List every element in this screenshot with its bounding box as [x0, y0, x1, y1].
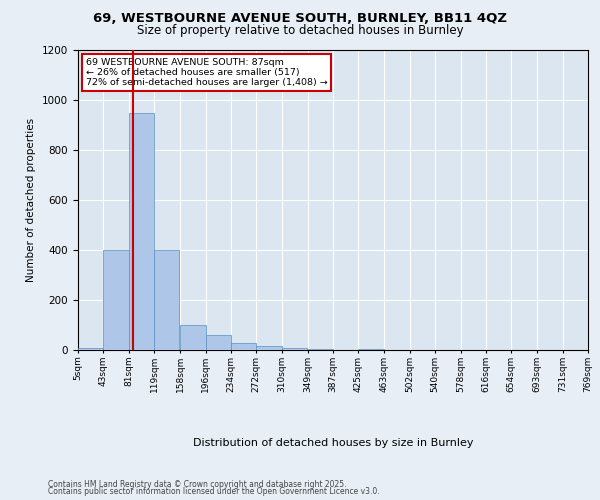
Bar — [129, 112, 154, 350]
Bar — [256, 346, 281, 350]
Bar — [231, 342, 256, 350]
Text: Distribution of detached houses by size in Burnley: Distribution of detached houses by size … — [193, 438, 473, 448]
Bar — [205, 335, 231, 350]
Bar — [78, 348, 103, 350]
Y-axis label: Number of detached properties: Number of detached properties — [26, 118, 37, 282]
Bar — [103, 250, 129, 350]
Bar — [308, 349, 333, 350]
Text: Contains public sector information licensed under the Open Government Licence v3: Contains public sector information licen… — [48, 487, 380, 496]
Bar — [281, 348, 307, 350]
Text: 69 WESTBOURNE AVENUE SOUTH: 87sqm
← 26% of detached houses are smaller (517)
72%: 69 WESTBOURNE AVENUE SOUTH: 87sqm ← 26% … — [86, 58, 328, 88]
Bar — [180, 325, 206, 350]
Text: Contains HM Land Registry data © Crown copyright and database right 2025.: Contains HM Land Registry data © Crown c… — [48, 480, 347, 489]
Bar — [358, 349, 384, 350]
Text: 69, WESTBOURNE AVENUE SOUTH, BURNLEY, BB11 4QZ: 69, WESTBOURNE AVENUE SOUTH, BURNLEY, BB… — [93, 12, 507, 26]
Text: Size of property relative to detached houses in Burnley: Size of property relative to detached ho… — [137, 24, 463, 37]
Bar — [154, 250, 179, 350]
